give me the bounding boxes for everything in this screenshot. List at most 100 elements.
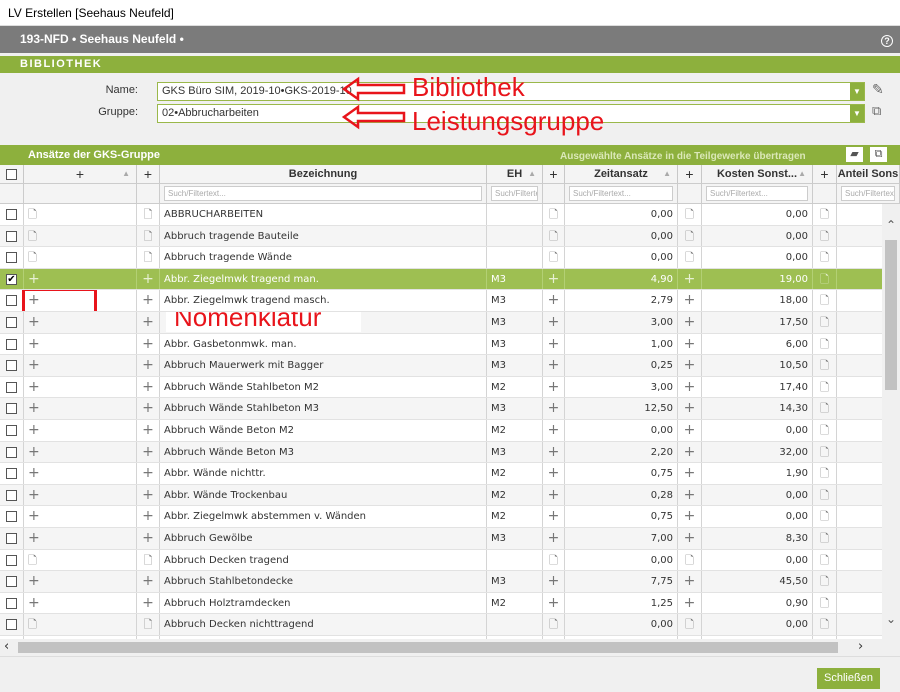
checkbox[interactable] [6, 425, 17, 436]
row-icon[interactable]: 🗋 [137, 614, 160, 635]
row-icon[interactable]: 🗋 [678, 549, 702, 571]
checkbox[interactable] [6, 317, 17, 328]
grid-row[interactable]: + + Abbr. Ziegelmwk tragend masch. M3 +2,79 +… [0, 290, 882, 312]
scroll-up[interactable]: ⌃ [886, 218, 897, 232]
row-icon[interactable]: + [543, 290, 565, 311]
row-icon[interactable]: 🗋 [678, 614, 702, 635]
close-button[interactable]: Schließen [817, 668, 880, 689]
row-icon[interactable]: 🗋 [24, 204, 137, 225]
row-icon[interactable]: + [543, 441, 565, 463]
row-icon[interactable]: 🗋 [813, 463, 837, 484]
row-icon[interactable]: 🗋 [813, 247, 837, 268]
row-icon[interactable]: + [24, 636, 137, 639]
checkbox[interactable] [6, 619, 17, 631]
row-icon[interactable]: + [543, 506, 565, 527]
scroll-left[interactable]: ‹ [4, 639, 10, 654]
grid-row[interactable]: + + Abbr. Gasbetonmwk. man. M3 +1,00 +6,00 🗋 [0, 333, 882, 356]
row-icon[interactable]: + [543, 463, 565, 484]
grid-row[interactable]: ++Abbruch abgeh. Decke Schilf+PutzGKM2+0… [0, 636, 882, 639]
column-header[interactable]: Bezeichnung [160, 165, 487, 183]
row-icon[interactable]: 🗋 [813, 441, 837, 463]
row-icon[interactable]: + [24, 333, 137, 355]
row-icon[interactable]: + [678, 420, 702, 441]
scroll-down[interactable]: ⌄ [886, 612, 897, 626]
row-icon[interactable]: + [137, 420, 160, 441]
filter-input[interactable]: Such/Filtertext... [164, 186, 482, 201]
row-icon[interactable]: 🗋 [813, 506, 837, 527]
row-icon[interactable]: 🗋 [543, 225, 565, 247]
row-icon[interactable]: + [137, 592, 160, 614]
checkbox[interactable]: ✔ [6, 273, 17, 285]
grid-row[interactable]: + + Abbruch Holztramdecken M2 +1,25 +0,90 🗋 [0, 592, 882, 615]
column-header[interactable]: Zeitansatz ▲ [565, 165, 678, 183]
row-icon[interactable]: + [24, 592, 137, 614]
row-icon[interactable]: 🗋 [543, 549, 565, 571]
sort-icon[interactable]: ▲ [798, 169, 806, 178]
row-icon[interactable]: 🗋 [813, 268, 837, 290]
checkbox[interactable] [6, 554, 17, 566]
row-icon[interactable]: 🗋 [678, 204, 702, 225]
filter-input[interactable]: Such/Filtertext... [706, 186, 808, 201]
checkbox[interactable] [6, 468, 17, 480]
grid-row[interactable]: + + Abbr. Ziegelmwk abstemmen v. Wänden M2 +… [0, 506, 882, 528]
row-icon[interactable]: + [24, 420, 137, 441]
dropdown-arrow[interactable]: ▼ [850, 83, 864, 100]
row-icon[interactable]: 🗋 [543, 247, 565, 268]
row-icon[interactable]: 🗋 [813, 571, 837, 592]
row-icon[interactable]: 🗋 [813, 484, 837, 506]
row-icon[interactable]: + [137, 268, 160, 290]
sort-icon[interactable]: ▲ [122, 169, 130, 178]
column-header[interactable]: + [137, 165, 160, 183]
row-icon[interactable]: 🗋 [813, 204, 837, 225]
row-icon[interactable]: + [543, 592, 565, 614]
checkbox[interactable] [6, 533, 17, 544]
row-icon[interactable]: 🗋 [543, 614, 565, 635]
grid-row[interactable]: 🗋 🗋 Abbruch tragende Bauteile 🗋 0,00 🗋 0,00 🗋 [0, 225, 882, 248]
grid-row[interactable]: + + Abbruch Wände Beton M2 M2 +0,00 +0,00 🗋 [0, 420, 882, 442]
row-icon[interactable]: + [678, 506, 702, 527]
row-icon[interactable]: + [678, 312, 702, 333]
row-icon[interactable]: + [678, 376, 702, 398]
dropdown-arrow[interactable]: ▼ [850, 105, 864, 122]
filter-input[interactable]: Such/Filtertext... [841, 186, 895, 201]
row-icon[interactable]: 🗋 [813, 398, 837, 419]
row-icon[interactable]: + [678, 592, 702, 614]
row-icon[interactable]: + [678, 268, 702, 290]
scroll-right[interactable]: › [858, 639, 864, 654]
column-header[interactable]: Anteil Sons [837, 165, 900, 183]
column-header[interactable]: + [543, 165, 565, 183]
grid-row[interactable]: + + Abbruch Stahlbetondecke M3 +7,75 +45,50 🗋 [0, 571, 882, 593]
column-header[interactable]: Kosten Sonst... ▲ [702, 165, 813, 183]
row-icon[interactable]: 🗋 [24, 225, 137, 247]
row-icon[interactable]: + [24, 441, 137, 463]
row-icon[interactable]: + [678, 333, 702, 355]
checkbox[interactable] [6, 360, 17, 372]
checkbox[interactable] [6, 511, 17, 523]
grid-row[interactable]: + + Abbruch Wände Beton M3 M3 +2,20 +32,00 🗋 [0, 441, 882, 464]
help-button[interactable]: ? [881, 35, 893, 47]
row-icon[interactable]: 🗋 [813, 355, 837, 376]
checkbox[interactable] [6, 381, 17, 393]
row-icon[interactable]: 🗋 [813, 225, 837, 247]
row-icon[interactable]: 🗋 [813, 312, 837, 333]
scroll-thumb[interactable] [885, 240, 897, 390]
row-icon[interactable]: + [678, 463, 702, 484]
column-header[interactable] [0, 165, 24, 183]
checkbox[interactable] [6, 230, 17, 242]
column-header[interactable]: + ▲ [24, 165, 137, 183]
copy-icon[interactable]: ⧉ [870, 147, 887, 162]
row-icon[interactable]: 🗋 [24, 614, 137, 635]
row-icon[interactable]: + [24, 312, 137, 333]
row-icon[interactable]: 🗋 [813, 420, 837, 441]
checkbox[interactable] [6, 209, 17, 220]
horizontal-scrollbar[interactable]: ‹ › [0, 639, 882, 656]
filter-input[interactable]: Such/Filtertext... [569, 186, 673, 201]
column-header[interactable]: EH ▲ [487, 165, 543, 183]
row-icon[interactable]: + [137, 376, 160, 398]
row-icon[interactable]: + [543, 571, 565, 592]
row-icon[interactable]: + [24, 463, 137, 484]
transfer-button[interactable]: Ausgewählte Ansätze in die Teilgewerke ü… [560, 151, 806, 162]
row-icon[interactable]: + [543, 528, 565, 549]
grid-row[interactable]: + + Abbruch Gewölbe M3 +7,00 +8,30 🗋 [0, 528, 882, 550]
row-icon[interactable]: + [137, 290, 160, 311]
